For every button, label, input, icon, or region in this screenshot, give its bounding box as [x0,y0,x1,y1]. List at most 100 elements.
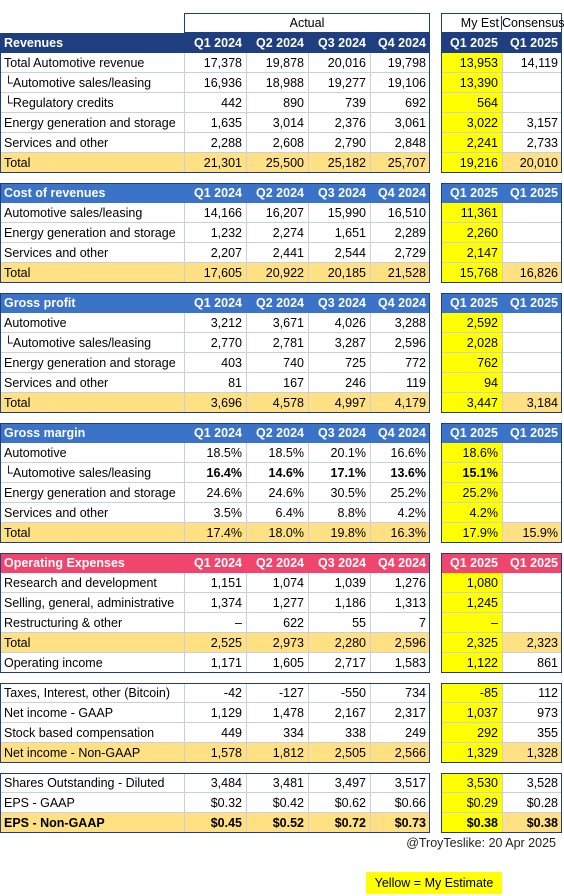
row-divider-estimate [441,702,562,703]
column-divider [370,313,371,333]
cell-value: 1,245 [466,596,498,610]
cell-value: 15.1% [462,466,498,480]
my-est-header-label: My Est [460,16,499,30]
cell-value: $0.38 [526,816,558,830]
column-divider [308,133,309,153]
cell-value: 14,119 [520,56,558,70]
column-divider [184,703,185,723]
column-divider [246,573,247,593]
row-divider-estimate [441,72,562,73]
row-label: Total [4,526,31,540]
total-band [0,743,430,763]
column-divider [502,703,503,723]
column-divider [246,53,247,73]
row-label: EPS - GAAP [4,796,75,810]
cell-value [502,373,562,393]
column-divider [308,313,309,333]
row-divider-estimate [441,92,562,93]
cell-value: 24.6% [206,486,242,500]
column-divider [184,463,185,483]
section-header-band-estimate [441,183,562,203]
table-row: Taxes, Interest, other (Bitcoin) -42 -127 -… [0,683,564,703]
column-divider [308,793,309,813]
column-divider [502,503,503,523]
column-divider [308,73,309,93]
cell-value: 1,037 [466,706,498,720]
column-divider [184,613,185,633]
column-divider [308,503,309,523]
total-band [0,393,430,413]
column-header: Q1 2025 [450,186,498,200]
cell-value: 25,707 [387,156,426,170]
column-divider [184,683,185,703]
column-header: Q2 2024 [256,556,304,570]
cell-value: 2,608 [272,136,304,150]
cell-value: 17.9% [462,526,498,540]
table-row: Services and other 3.5% 6.4% 8.8% 4.2% 4.2% [0,503,564,523]
cell-value: 16.6% [390,446,426,460]
column-divider [246,133,247,153]
cell-value: 4.2% [469,506,499,520]
row-label: Shares Outstanding - Diluted [4,776,165,790]
cell-value: 16.3% [390,526,426,540]
column-divider [246,683,247,703]
column-divider [246,463,247,483]
row-label: Operating income [4,656,103,670]
column-header: Q1 2024 [194,296,242,310]
column-divider [246,353,247,373]
total-band [0,813,430,833]
column-divider [184,503,185,523]
column-header: Q3 2024 [318,556,366,570]
column-header: Q3 2024 [318,296,366,310]
column-divider [370,573,371,593]
column-header: Q2 2024 [256,36,304,50]
cell-value: 2,544 [334,246,366,260]
cell-value: 15.9% [522,526,558,540]
column-divider [184,263,185,283]
estimate-cell-highlight [441,153,502,173]
column-divider [370,683,371,703]
cell-value: 25.2% [390,486,426,500]
cell-value: 1,276 [394,576,426,590]
column-divider [502,353,503,373]
table-row: └Automotive sales/leasing 2,770 2,781 3,287… [0,333,564,353]
row-divider [0,812,430,813]
row-divider [0,152,430,153]
row-divider [0,352,430,353]
row-divider [0,702,430,703]
row-divider-estimate [441,722,562,723]
section-header-3: Gross margin Q1 2024 Q2 2024 Q3 2024 Q4 2024… [0,423,564,443]
row-label: Services and other [4,136,109,150]
section-title: Revenues [4,36,64,50]
column-divider [246,333,247,353]
section-header-4: Operating Expenses Q1 2024 Q2 2024 Q3 2024 Q… [0,553,564,573]
column-divider [308,593,309,613]
column-header: Q1 2025 [510,296,558,310]
column-divider [184,203,185,223]
cell-value: 25,500 [265,156,304,170]
column-divider [502,483,503,503]
estimate-cell-highlight [441,573,502,593]
column-divider [502,133,503,153]
cell-value: -550 [340,686,366,700]
row-label: └Automotive sales/leasing [4,466,152,480]
cell-value: 21,301 [203,156,242,170]
column-divider [502,793,503,813]
row-divider [0,482,430,483]
estimate-cell-highlight [441,683,502,703]
column-divider [308,463,309,483]
table-row: Energy generation and storage 1,232 2,274 1… [0,223,564,243]
estimate-cell-highlight [441,723,502,743]
column-header: Q3 2024 [318,36,366,50]
table-row: Automotive sales/leasing 14,166 16,207 15,9… [0,203,564,223]
estimate-cell-highlight [441,373,502,393]
row-label: Total [4,636,31,650]
cell-value: 2,376 [334,116,366,130]
column-divider [246,593,247,613]
cell-value: 725 [345,356,366,370]
section-title: Operating Expenses [4,556,125,570]
column-divider [502,463,503,483]
column-divider [502,683,503,703]
estimate-header: My Est Consensus [441,13,564,33]
cell-value: 334 [283,726,304,740]
